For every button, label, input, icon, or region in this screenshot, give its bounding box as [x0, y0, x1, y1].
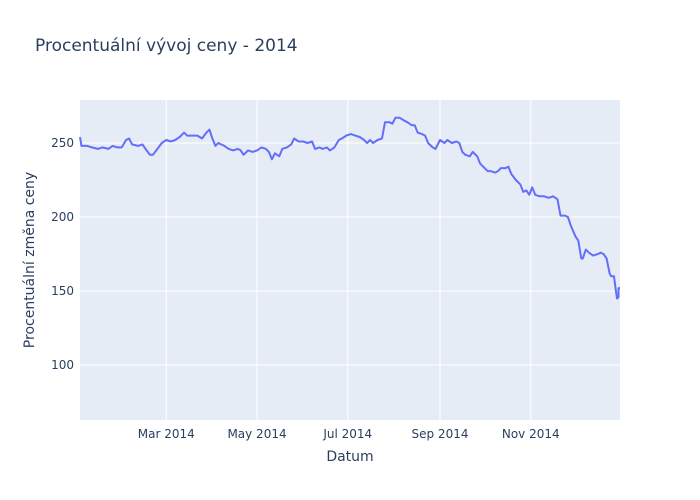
- y-tick-label: 150: [51, 284, 74, 298]
- gridlines: [80, 100, 620, 420]
- x-axis-title: Datum: [326, 449, 373, 465]
- y-tick-label: 100: [51, 358, 74, 372]
- plot-area: [80, 100, 620, 420]
- y-tick-label: 250: [51, 136, 74, 150]
- series-layer: [79, 116, 620, 300]
- x-tick-label: Jul 2014: [322, 427, 372, 441]
- chart-title: Procentuální vývoj ceny - 2014: [35, 36, 298, 56]
- y-axis-ticks: 100 150 200 250: [51, 136, 74, 372]
- x-axis-ticks: Mar 2014 May 2014 Jul 2014 Sep 2014 Nov 2014: [138, 427, 560, 441]
- x-tick-label: May 2014: [227, 427, 286, 441]
- x-tick-label: Mar 2014: [138, 427, 195, 441]
- x-tick-label: Nov 2014: [502, 427, 560, 441]
- y-tick-label: 200: [51, 210, 74, 224]
- series-line: [79, 116, 620, 300]
- y-axis-title: Procentuální změna ceny: [22, 172, 38, 348]
- x-tick-label: Sep 2014: [412, 427, 469, 441]
